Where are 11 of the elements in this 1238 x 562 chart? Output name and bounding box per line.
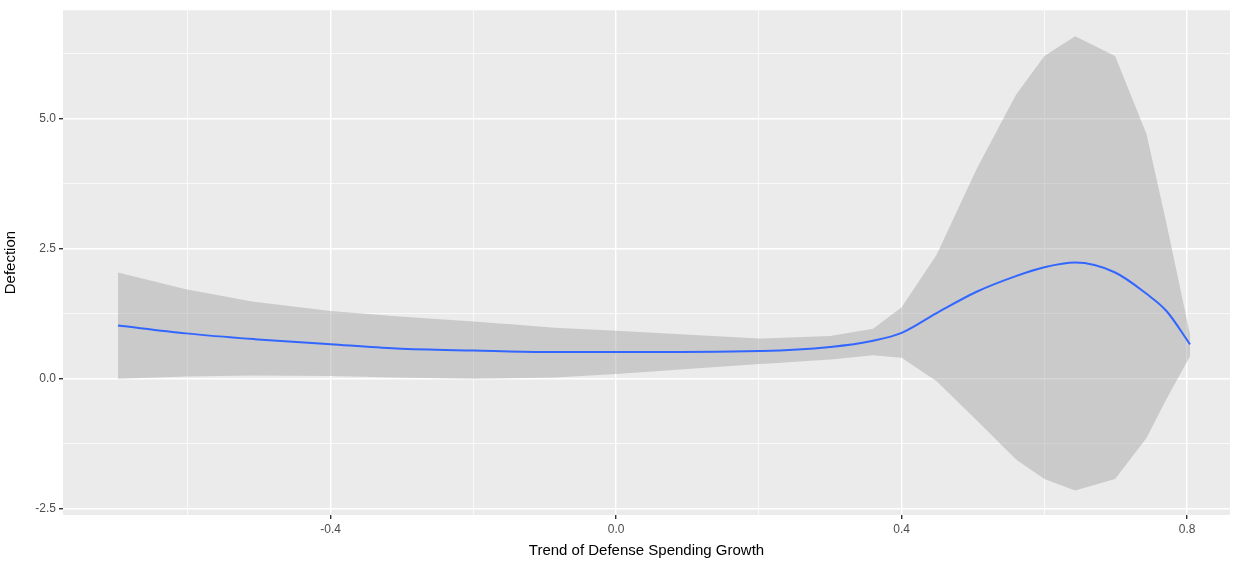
line-series [116,261,1192,354]
y-tick-label: 2.5 [39,240,57,255]
x-tick-label: -0.4 [320,521,342,536]
y-axis-title: Defection [1,230,19,295]
x-tick-label: 0.8 [1178,521,1196,536]
x-axis-title: Trend of Defense Spending Growth [528,541,765,559]
y-tick-label: -2.5 [35,501,57,516]
x-tick-label: 0.4 [893,521,911,536]
x-tick-label: 0.0 [607,521,625,536]
y-tick-label: 5.0 [39,110,57,125]
y-tick-label: 0.0 [39,370,57,385]
